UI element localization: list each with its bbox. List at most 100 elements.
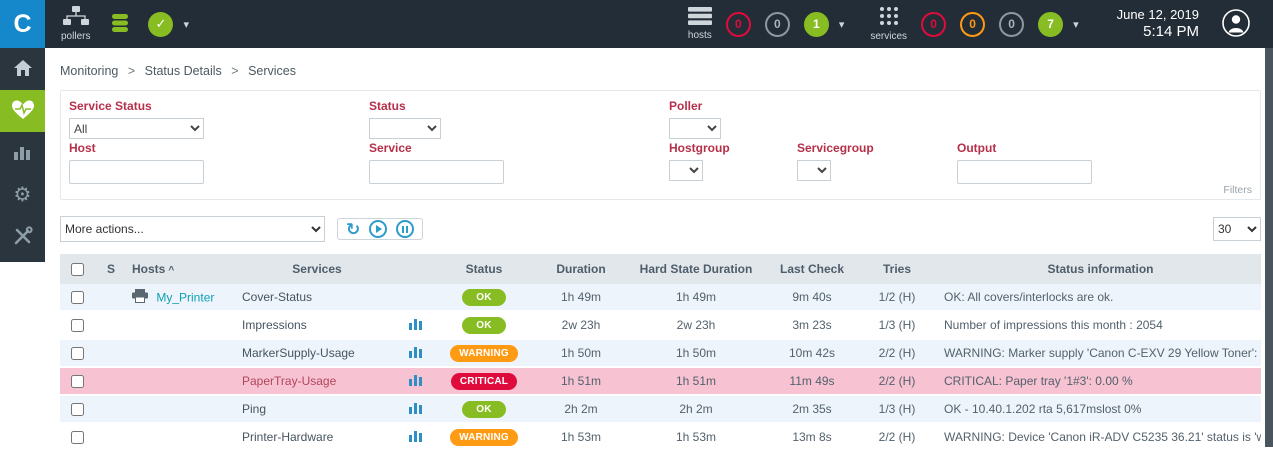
table-row: PaperTray-Usage CRITICAL 1h 51m 1h 51m 1… — [60, 367, 1261, 397]
servicegroup-select[interactable] — [797, 160, 831, 181]
status-badge: WARNING — [450, 344, 518, 362]
service-status-select[interactable]: All — [69, 118, 204, 139]
select-all-checkbox[interactable] — [70, 263, 84, 277]
row-checkbox[interactable] — [70, 403, 84, 417]
service-link[interactable]: MarkerSupply-Usage — [242, 346, 355, 361]
pollers-label: pollers — [61, 31, 91, 42]
services-ok-counter[interactable]: 7 — [1038, 11, 1064, 37]
chevron-down-icon[interactable]: ▾ — [838, 18, 845, 31]
pollers-icon — [62, 6, 89, 29]
status-information-cell: WARNING: Device 'Canon iR-ADV C5235 36.2… — [934, 423, 1261, 452]
header-hard-state-duration[interactable]: Hard State Duration — [628, 254, 764, 285]
sidebar: ⚙ — [0, 48, 45, 262]
service-link[interactable]: Ping — [242, 402, 267, 417]
header-hosts[interactable]: Hosts ^ — [128, 254, 238, 285]
service-link[interactable]: Impressions — [242, 318, 307, 333]
status-information-cell: Number of impressions this month : 2054 — [934, 311, 1261, 341]
graph-icon[interactable] — [408, 345, 422, 361]
centreon-logo[interactable]: C — [0, 0, 45, 48]
services-menu[interactable]: services — [870, 6, 907, 42]
chevron-down-icon[interactable]: ▾ — [183, 18, 189, 31]
pollers-menu[interactable]: pollers — [61, 6, 90, 42]
graph-icon[interactable] — [408, 373, 422, 389]
vertical-scrollbar[interactable] — [1265, 48, 1273, 447]
header-graph — [396, 254, 434, 285]
service-link[interactable]: Cover-Status — [242, 290, 313, 305]
row-s-cell — [94, 311, 128, 341]
status-information-cell: CRITICAL: Paper tray '1#3': 0.00 % — [934, 367, 1261, 397]
output-input[interactable] — [957, 160, 1092, 184]
service-link[interactable]: Printer-Hardware — [242, 430, 334, 445]
hosts-unknown-counter[interactable]: 0 — [764, 11, 790, 37]
last-check-cell: 2m 35s — [764, 395, 860, 425]
service-input[interactable] — [369, 160, 504, 184]
row-checkbox[interactable] — [70, 431, 84, 445]
row-s-cell — [94, 284, 128, 313]
row-checkbox[interactable] — [70, 319, 84, 333]
header-duration[interactable]: Duration — [534, 254, 628, 285]
chevron-down-icon[interactable]: ▾ — [1073, 18, 1079, 31]
breadcrumb-item-status-details[interactable]: Status Details — [144, 64, 222, 78]
table-row: Ping OK 2h 2m 2h 2m 2m 35s 1/3 (H) OK - … — [60, 395, 1261, 425]
host-link[interactable]: My_Printer — [156, 290, 215, 305]
table-row: MarkerSupply-Usage WARNING 1h 50m 1h 50m… — [60, 339, 1261, 369]
sidebar-item-monitoring[interactable] — [0, 90, 45, 132]
services-unknown-counter[interactable]: 0 — [999, 11, 1025, 37]
breadcrumb-item-services[interactable]: Services — [248, 64, 296, 78]
duration-cell: 1h 50m — [534, 339, 628, 369]
graph-icon[interactable] — [408, 317, 422, 333]
sidebar-item-configuration[interactable]: ⚙ — [0, 174, 45, 216]
header-tries[interactable]: Tries — [860, 254, 934, 285]
pause-icon[interactable] — [396, 220, 415, 238]
breadcrumb-item-monitoring[interactable]: Monitoring — [60, 64, 119, 78]
services-critical-counter[interactable]: 0 — [921, 11, 947, 37]
status-badge: WARNING — [450, 428, 518, 446]
play-icon[interactable] — [369, 220, 388, 238]
header-services[interactable]: Services — [238, 254, 396, 285]
output-label: Output — [957, 141, 997, 155]
sidebar-item-reporting[interactable] — [0, 132, 45, 174]
header-last-check[interactable]: Last Check — [764, 254, 860, 285]
row-checkbox[interactable] — [70, 347, 84, 361]
service-link[interactable]: PaperTray-Usage — [242, 374, 337, 389]
hosts-critical-counter[interactable]: 0 — [725, 11, 751, 37]
clock-time: 5:14 PM — [1143, 22, 1199, 40]
page-size-select[interactable]: 30 — [1213, 217, 1261, 241]
row-s-cell — [94, 423, 128, 452]
poller-select[interactable] — [669, 118, 721, 139]
graph-icon[interactable] — [408, 401, 422, 417]
services-label: services — [870, 31, 908, 42]
hosts-ok-counter[interactable]: 1 — [803, 11, 829, 37]
duration-cell: 2w 23h — [534, 311, 628, 341]
header-status[interactable]: Status — [434, 254, 534, 285]
tries-cell: 1/2 (H) — [860, 284, 934, 313]
duration-cell: 1h 49m — [534, 284, 628, 313]
hosts-icon — [687, 7, 712, 28]
main-content: Monitoring > Status Details > Services S… — [0, 48, 1265, 452]
duration-cell: 1h 53m — [534, 423, 628, 452]
servicegroup-label: Servicegroup — [797, 141, 874, 155]
hostgroup-select[interactable] — [669, 160, 703, 181]
tries-cell: 2/2 (H) — [860, 339, 934, 369]
sidebar-item-home[interactable] — [0, 48, 45, 90]
status-select[interactable] — [369, 118, 441, 139]
home-icon — [13, 59, 33, 80]
user-icon[interactable] — [1221, 8, 1251, 41]
status-badge: OK — [462, 316, 506, 334]
poller-status-ok-icon[interactable]: ✓ — [148, 11, 174, 37]
hard-state-duration-cell: 1h 49m — [628, 284, 764, 313]
services-warning-counter[interactable]: 0 — [960, 11, 986, 37]
hosts-menu[interactable]: hosts — [687, 7, 712, 41]
status-badge: CRITICAL — [450, 372, 518, 390]
row-s-cell — [94, 395, 128, 425]
row-checkbox[interactable] — [70, 375, 84, 389]
refresh-icon[interactable]: ↻ — [346, 219, 361, 239]
host-input[interactable] — [69, 160, 204, 184]
more-actions-select[interactable]: More actions... — [60, 216, 325, 242]
sidebar-item-administration[interactable] — [0, 216, 45, 258]
header-status-information: Status information — [934, 254, 1261, 285]
last-check-cell: 11m 49s — [764, 367, 860, 397]
database-icon[interactable] — [110, 13, 130, 36]
row-checkbox[interactable] — [70, 291, 84, 305]
graph-icon[interactable] — [408, 429, 422, 445]
